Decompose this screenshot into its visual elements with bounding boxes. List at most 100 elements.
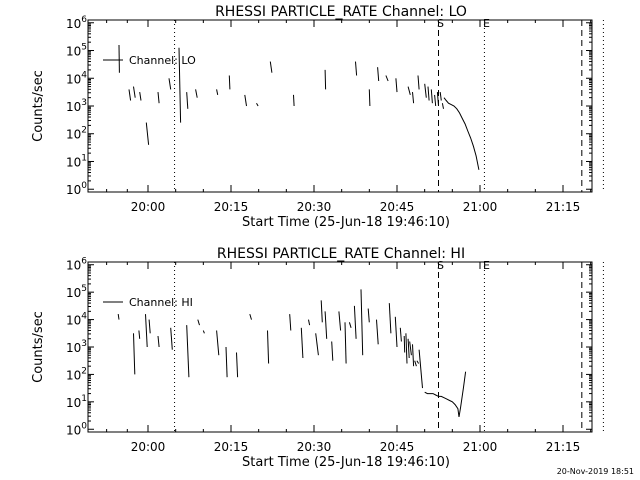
hi-series-segment [225,346,228,378]
lo-y-tick-label-2: 102 [66,126,87,142]
hi-series-segment [289,314,292,331]
lo-series-segment [186,92,189,109]
lo-y-tick-label-4: 104 [66,70,87,86]
lo-series-segment [441,103,444,109]
lo-series-segment [395,78,398,93]
hi-y-tick-label-0: 100 [66,421,87,437]
lo-y-tick-label-3: 103 [66,98,87,114]
lo-series-segment [407,86,411,96]
hi-x-tick-label-0: 20:00 [131,440,166,454]
lo-time-marker-label-2: E [483,17,490,30]
lo-x-tick-label-1: 20:15 [214,200,249,214]
hi-y-tick-label-6: 106 [66,257,87,273]
hi-series-segment [367,308,370,323]
lo-x-axis-label: Start Time (25-Jun-18 19:46:10) [242,215,450,230]
hi-x-tick-label-1: 20:15 [214,440,249,454]
hi-series-segment [157,335,160,348]
hi-series-segment [407,338,410,359]
lo-series-segment [216,89,219,95]
hi-x-tick-label-2: 20:30 [297,440,332,454]
hi-series-segment [145,314,148,348]
hi-y-axis-label: Counts/sec [31,311,46,383]
hi-y-tick-label-4: 104 [66,312,87,328]
lo-y-tick-label-0: 100 [66,181,87,197]
lo-series-segment [139,92,142,101]
hi-series-segment [236,352,239,378]
hi-y-tick-label-3: 103 [66,339,87,355]
hi-series-segment [418,349,423,389]
lo-series-segment [128,89,132,101]
lo-series-segment [430,89,433,104]
hi-series-segment [388,303,392,334]
hi-series-segment [300,327,304,359]
hi-series-segment [405,333,408,364]
hi-y-tick-label-2: 102 [66,366,87,382]
hi-series-segment [338,311,342,331]
lo-series-segment [355,61,358,76]
hi-series-segment [344,322,347,364]
lo-series-segment [436,92,439,107]
lo-series-segment [178,47,182,123]
lo-series-segment [293,94,295,107]
hi-x-axis-label: Start Time (25-Jun-18 19:46:10) [242,455,450,470]
lo-series-segment [439,92,442,101]
hi-y-tick-label-1: 101 [66,394,87,410]
hi-series-segment [331,341,334,361]
hi-series-segment [414,360,417,367]
hi-series-segment [186,325,190,378]
lo-legend-label: Channel: LO [129,54,196,67]
generation-timestamp: 20-Nov-2019 18:51 [557,467,634,476]
hi-chart-title: RHESSI PARTICLE_RATE Channel: HI [217,246,465,262]
lo-y-tick-label-6: 106 [66,15,87,31]
lo-time-marker-label-1: S [437,17,444,30]
hi-series-segment [216,330,220,356]
hi-x-tick-label-3: 20:45 [380,440,415,454]
hi-time-marker-label-1: S [437,259,444,272]
lo-series-segment [443,97,480,170]
lo-series-segment [168,78,172,90]
hi-series-segment [170,327,173,350]
lo-series-segment [256,102,259,107]
lo-x-tick-label-5: 21:15 [546,200,581,214]
lo-channel-panel: RHESSI PARTICLE_RATE Channel: LO 100 101 10… [31,4,604,230]
lo-plot-frame [87,19,593,193]
hi-series-segment [424,371,467,417]
hi-x-tick-label-4: 21:00 [463,440,498,454]
hi-channel-panel: RHESSI PARTICLE_RATE Channel: HI 100 101 10… [31,246,604,470]
hi-series-segment [133,333,136,375]
hi-series-segment [403,335,406,353]
hi-series-segment [376,319,379,345]
hi-series-segment [117,314,120,320]
hi-series-segment [409,341,412,356]
hi-plot-frame [87,261,593,433]
hi-series-segment [138,330,141,339]
hi-series-segment [412,344,415,367]
lo-x-tick-label-0: 20:00 [131,200,166,214]
lo-series-segment [228,75,231,90]
lo-series-segment [269,61,273,73]
lo-y-tick-label-5: 105 [66,43,87,59]
lo-series-segment [434,94,437,107]
lo-x-tick-label-3: 20:45 [380,200,415,214]
hi-series-segment [148,319,151,334]
hi-legend-label: Channel: HI [129,296,193,309]
hi-series-segment [315,333,319,356]
lo-series-segment [145,122,150,145]
lo-series-segment [412,92,415,104]
lo-series-segment [424,83,427,98]
lo-chart-title: RHESSI PARTICLE_RATE Channel: LO [215,4,467,20]
hi-series-segment [399,327,402,342]
lo-series-segment [427,86,430,101]
lo-y-tick-label-1: 101 [66,153,87,169]
hi-series-segment [249,313,252,320]
hi-series-segment [353,305,357,339]
lo-x-tick-label-4: 21:00 [463,200,498,214]
lo-series-segment [157,92,160,104]
lo-x-tick-label-2: 20:30 [297,200,332,214]
hi-series-segment [308,319,311,326]
lo-series-segment [368,89,371,107]
hi-series-segment [320,300,323,323]
hi-series-segment [348,322,352,328]
hi-series-segment [360,289,364,356]
